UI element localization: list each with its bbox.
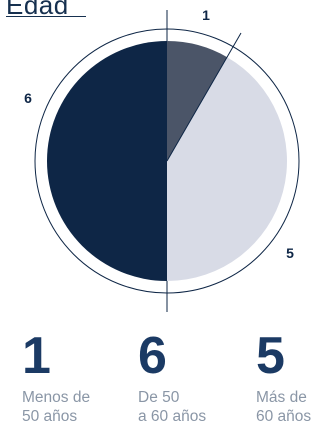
chart-title: Edad [6,0,69,20]
slice-menos-50 [167,41,227,161]
stat-label: Más de 60 años [256,389,312,425]
slice-label-mas-60: 5 [286,245,294,261]
stat-number: 1 [22,327,51,385]
title-underline [6,16,86,17]
stat-label: De 50 a 60 años [138,389,207,425]
slice-label-menos-50: 1 [202,7,210,23]
pie-separator-pointer [166,32,242,162]
pie-chart: 1 5 6 [24,7,300,312]
stat-mas-60: 5 Más de 60 años [256,330,311,426]
stat-menos-50: 1 Menos de 50 años [22,330,90,426]
stat-number: 5 [256,327,285,385]
slice-mas-60 [167,57,287,281]
stats-row: 1 Menos de 50 años 6 De 50 a 60 años 5 M… [0,330,336,430]
slice-50-60 [47,41,167,281]
stat-number: 6 [138,327,167,385]
slice-label-50-60: 6 [24,90,32,106]
stat-50-60: 6 De 50 a 60 años [138,330,206,426]
stat-label: Menos de 50 años [22,389,91,425]
